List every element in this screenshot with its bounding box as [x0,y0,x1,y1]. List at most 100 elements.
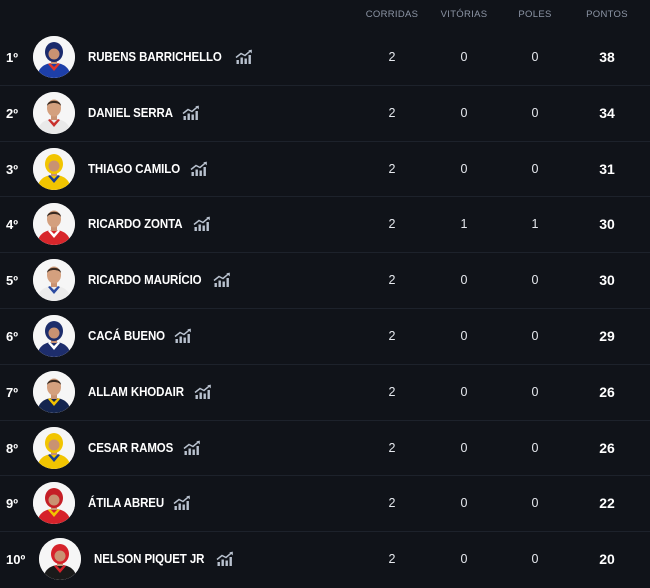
driver-name[interactable]: RICARDO ZONTA [88,217,183,232]
standings-rows: 1º RUBENS BARRICHELLO 2 0 0 38 2º DANIEL… [0,30,650,588]
driver-name-group[interactable]: RICARDO ZONTA [88,215,211,233]
pontos-value: 30 [599,216,615,233]
table-row[interactable]: 7º ALLAM KHODAIR 2 0 0 26 [0,365,650,421]
table-row[interactable]: 4º RICARDO ZONTA 2 1 1 30 [0,197,650,254]
corridas-value: 2 [388,496,396,511]
driver-name[interactable]: NELSON PIQUET JR [94,552,205,567]
pontos-value: 22 [599,495,615,512]
driver-name-group[interactable]: ALLAM KHODAIR [88,383,212,401]
driver-name[interactable]: RICARDO MAURÍCIO [88,273,202,288]
position-label: 10º [6,552,26,568]
pontos-value: 20 [599,551,615,568]
driver-photo-icon [33,147,75,190]
poles-value: 0 [531,50,539,64]
vitorias-value: 0 [460,328,468,343]
corridas-value: 2 [388,384,396,399]
corridas-value: 2 [388,50,396,64]
driver-name-group[interactable]: THIAGO CAMILO [88,160,208,178]
trend-up-icon [183,440,200,455]
poles-value: 0 [531,328,539,343]
pontos-value: 38 [599,49,615,65]
driver-avatar[interactable] [33,91,75,134]
driver-avatar[interactable] [39,538,81,581]
driver-avatar[interactable] [33,203,75,246]
poles-value: 1 [531,217,539,232]
table-row[interactable]: 9º ÁTILA ABREU 2 0 0 22 [0,476,650,533]
vitorias-value: 0 [460,496,468,511]
driver-name-group[interactable]: RICARDO MAURÍCIO [88,271,231,289]
header-pontos[interactable]: PONTOS [586,9,628,20]
trend-up-icon [193,216,210,232]
trend-up-icon [235,49,253,64]
table-row[interactable]: 2º DANIEL SERRA 2 0 0 34 [0,86,650,142]
vitorias-value: 0 [460,161,468,176]
driver-avatar[interactable] [33,36,75,78]
corridas-value: 2 [388,161,396,176]
driver-photo-icon [33,370,75,413]
vitorias-value: 0 [460,552,468,567]
header-vitorias[interactable]: VITÓRIAS [440,9,488,20]
vitorias-value: 0 [460,273,468,288]
poles-value: 0 [531,496,539,511]
header-corridas[interactable]: CORRIDAS [365,9,419,20]
driver-name[interactable]: THIAGO CAMILO [88,161,181,176]
position-label: 4º [6,217,18,233]
poles-value: 0 [531,440,539,455]
driver-avatar[interactable] [33,370,75,413]
position-label: 5º [6,273,18,289]
driver-name-group[interactable]: DANIEL SERRA [88,104,200,122]
driver-name-group[interactable]: RUBENS BARRICHELLO [88,48,253,66]
corridas-value: 2 [388,552,396,567]
driver-name[interactable]: DANIEL SERRA [88,105,173,120]
position-label: 3º [6,161,18,177]
table-row[interactable]: 10º NELSON PIQUET JR 2 0 0 20 [0,532,650,588]
driver-name[interactable]: RUBENS BARRICHELLO [88,50,222,64]
driver-photo-icon [33,91,75,134]
driver-name[interactable]: CACÁ BUENO [88,328,166,343]
driver-name[interactable]: CESAR RAMOS [88,440,174,455]
driver-name-group[interactable]: NELSON PIQUET JR [94,550,234,568]
position-label: 8º [6,440,18,456]
driver-photo-icon [33,36,75,78]
position-label: 9º [6,496,18,512]
table-row[interactable]: 1º RUBENS BARRICHELLO 2 0 0 38 [0,30,650,86]
pontos-value: 26 [599,383,615,400]
corridas-value: 2 [388,328,396,343]
pontos-value: 30 [599,272,615,289]
trend-up-icon [190,161,207,176]
position-label: 2º [6,105,18,121]
header-poles[interactable]: POLES [518,9,552,20]
poles-value: 0 [531,161,539,176]
trend-up-icon [213,272,231,288]
driver-avatar[interactable] [33,482,75,525]
driver-name[interactable]: ALLAM KHODAIR [88,384,184,399]
trend-up-icon [173,495,190,511]
driver-avatar[interactable] [33,147,75,190]
driver-avatar[interactable] [33,426,75,469]
driver-photo-icon [33,203,75,246]
corridas-value: 2 [388,217,396,232]
table-row[interactable]: 6º CACÁ BUENO 2 0 0 29 [0,309,650,365]
driver-name-group[interactable]: CESAR RAMOS [88,439,201,457]
driver-avatar[interactable] [33,259,75,302]
poles-value: 0 [531,273,539,288]
driver-photo-icon [39,538,81,581]
driver-name[interactable]: ÁTILA ABREU [88,496,165,511]
poles-value: 0 [531,105,539,120]
trend-up-icon [182,105,200,120]
driver-avatar[interactable] [33,314,75,357]
driver-photo-icon [33,426,75,469]
driver-name-group[interactable]: CACÁ BUENO [88,327,192,345]
trend-up-icon [194,384,212,399]
pontos-value: 26 [599,439,615,456]
driver-photo-icon [33,259,75,302]
table-row[interactable]: 3º THIAGO CAMILO 2 0 0 31 [0,142,650,198]
driver-photo-icon [33,482,75,525]
vitorias-value: 0 [460,50,468,64]
table-row[interactable]: 8º CESAR RAMOS 2 0 0 26 [0,421,650,477]
position-label: 7º [6,384,18,400]
vitorias-value: 1 [460,217,468,232]
table-row[interactable]: 5º RICARDO MAURÍCIO 2 0 0 30 [0,253,650,309]
driver-name-group[interactable]: ÁTILA ABREU [88,494,191,512]
